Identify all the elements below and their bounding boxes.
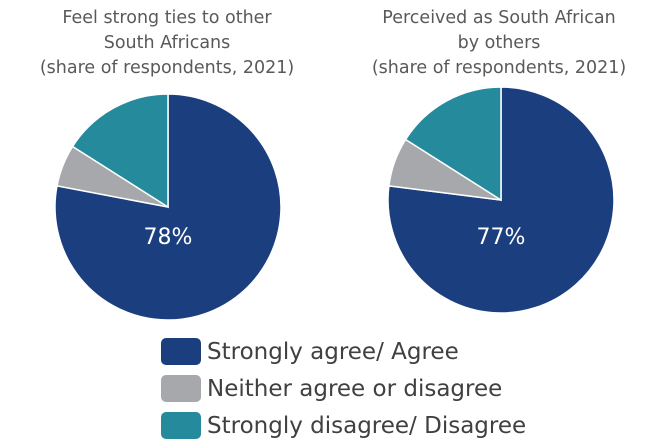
pie-slice-disagree bbox=[71, 93, 169, 209]
pie-chart-right: 77% bbox=[387, 86, 615, 314]
title-line: South Africans bbox=[103, 33, 231, 53]
chart-title-left: Feel strong ties to other South Africans… bbox=[7, 6, 327, 81]
title-line: Feel strong ties to other bbox=[62, 8, 272, 28]
legend-label: Neither agree or disagree bbox=[207, 375, 503, 402]
pie-data-label: 77% bbox=[477, 225, 526, 250]
legend-swatch-agree bbox=[161, 338, 201, 365]
legend-label: Strongly disagree/ Disagree bbox=[207, 412, 527, 439]
legend-label: Strongly agree/ Agree bbox=[207, 338, 459, 365]
title-line: (share of respondents, 2021) bbox=[39, 58, 295, 78]
pie-chart-left: 78% bbox=[54, 93, 282, 321]
chart-title-right: Perceived as South African by others (sh… bbox=[339, 6, 658, 81]
legend-swatch-disagree bbox=[161, 412, 201, 439]
title-line: Perceived as South African bbox=[382, 8, 616, 28]
title-line: by others bbox=[457, 33, 541, 53]
title-line: (share of respondents, 2021) bbox=[371, 58, 627, 78]
pie-charts: 78% 77% bbox=[54, 86, 615, 321]
legend-item-disagree: Strongly disagree/ Disagree bbox=[161, 407, 526, 444]
pie-data-label: 78% bbox=[144, 225, 193, 250]
legend-item-neutral: Neither agree or disagree bbox=[161, 370, 526, 407]
legend: Strongly agree/ Agree Neither agree or d… bbox=[161, 333, 526, 444]
legend-item-agree: Strongly agree/ Agree bbox=[161, 333, 526, 370]
legend-swatch-neutral bbox=[161, 375, 201, 402]
pie-slice-disagree bbox=[404, 86, 502, 202]
